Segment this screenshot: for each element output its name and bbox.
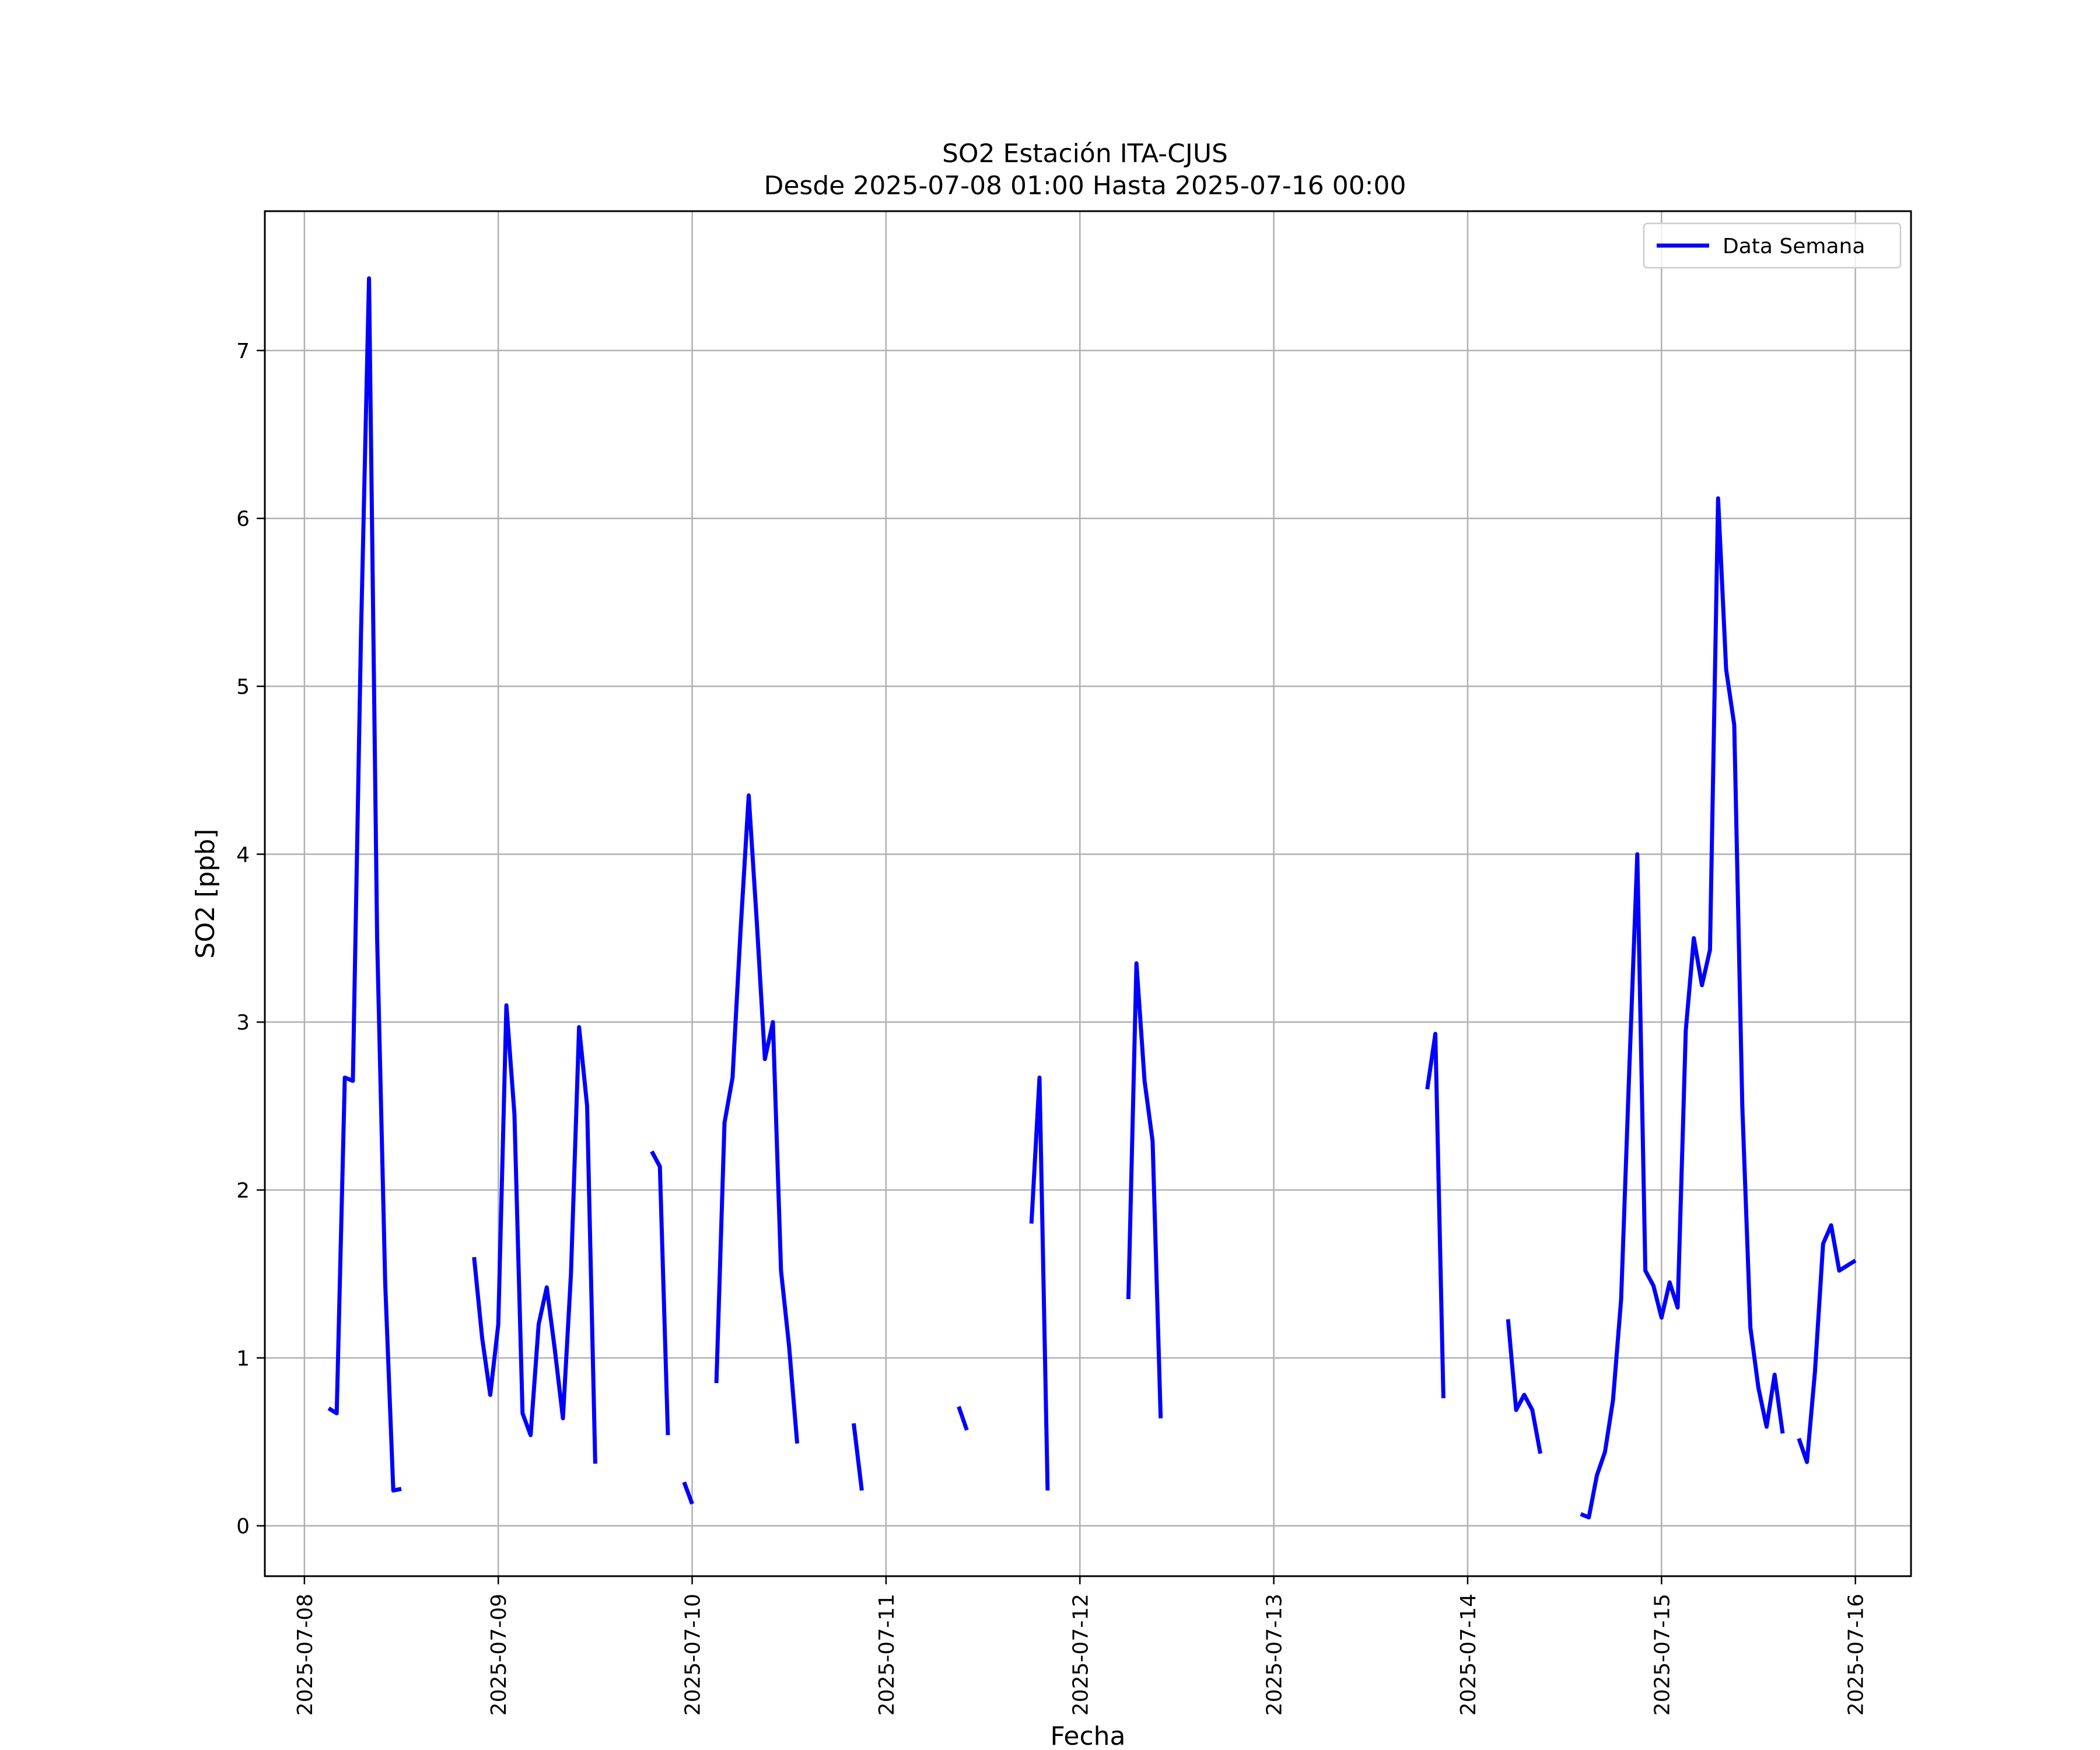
legend-label: Data Semana [1723,235,1865,258]
y-axis-label: SO2 [ppb] [191,829,220,959]
x-tick-label: 2025-07-14 [1457,1594,1480,1716]
series-line-segment [1580,496,1785,1520]
plot-area-frame [264,210,1912,1577]
y-tick-label: 2 [236,1179,250,1203]
x-tick-label: 2025-07-15 [1650,1594,1674,1716]
x-axis-label: Fecha [1050,1721,1125,1750]
series-line-segment [957,1406,969,1431]
x-tick-label: 2025-07-10 [681,1594,705,1716]
series-line-segment [714,793,800,1444]
y-tick-label: 1 [236,1347,250,1371]
series-line-segment [1506,1319,1543,1454]
series-line-segment [1425,1031,1446,1398]
series-layer [327,276,1857,1520]
legend-box [1643,222,1902,269]
series-line-segment [682,1481,694,1505]
legend: Data Semana [1643,222,1902,269]
y-tick-label: 7 [236,340,250,363]
chart-title: SO2 Estación ITA-CJUS [942,139,1228,169]
series-line-segment [1126,961,1163,1419]
grid [265,211,1911,1576]
y-tick-label: 4 [236,843,250,867]
y-tick-label: 3 [236,1011,250,1035]
y-tick-label: 6 [236,508,250,531]
x-tick-label: 2025-07-09 [487,1594,511,1716]
chart-subtitle: Desde 2025-07-08 01:00 Hasta 2025-07-16 … [764,171,1406,201]
x-tick-label: 2025-07-12 [1069,1594,1093,1716]
x-tick-label: 2025-07-08 [293,1594,317,1716]
series-line-segment [472,1003,597,1464]
series-line-segment [1797,1223,1857,1464]
x-tick-label: 2025-07-13 [1263,1594,1287,1716]
x-tick-label: 2025-07-16 [1845,1594,1868,1716]
series-line-segment [852,1423,864,1491]
series-line-segment [650,1150,670,1436]
x-tick-label: 2025-07-11 [875,1594,899,1716]
y-tick-label: 5 [236,676,250,699]
series-line-segment [1029,1075,1050,1491]
axis-ticks: 2025-07-08 2025-07-09 2025-07-10 2025-07-11… [236,340,1868,1716]
series-line-segment [327,276,402,1493]
y-tick-label: 0 [236,1515,250,1539]
